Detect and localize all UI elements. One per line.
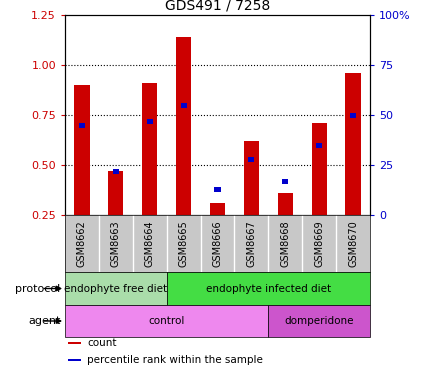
Text: GSM8668: GSM8668 (280, 220, 290, 267)
Text: GSM8670: GSM8670 (348, 220, 358, 267)
Bar (65, 272, 167, 305)
Bar (176, 37, 191, 215)
Bar (282, 179, 288, 183)
Bar (167, 272, 370, 305)
Bar (345, 73, 361, 215)
Bar (180, 102, 187, 108)
Bar (214, 187, 220, 191)
Text: protocol: protocol (15, 284, 61, 294)
Text: count: count (87, 339, 117, 348)
Text: domperidone: domperidone (284, 316, 354, 326)
Bar (248, 157, 254, 161)
Bar (108, 171, 124, 215)
Text: GSM8663: GSM8663 (111, 220, 121, 267)
Text: GSM8662: GSM8662 (77, 220, 87, 267)
Bar (316, 142, 322, 147)
Title: GDS491 / 7258: GDS491 / 7258 (165, 0, 270, 12)
Bar (147, 119, 153, 123)
Text: GSM8669: GSM8669 (314, 220, 324, 267)
Text: endophyte infected diet: endophyte infected diet (206, 284, 331, 294)
Text: control: control (148, 316, 185, 326)
Bar (74, 85, 90, 215)
Bar (79, 123, 85, 127)
Text: GSM8666: GSM8666 (213, 220, 223, 267)
Bar (65, 305, 268, 337)
Text: percentile rank within the sample: percentile rank within the sample (87, 355, 263, 365)
Bar (210, 203, 225, 215)
Text: agent: agent (28, 316, 61, 326)
Bar (350, 112, 356, 117)
Text: GSM8665: GSM8665 (179, 220, 189, 267)
Bar (278, 193, 293, 215)
Bar (244, 141, 259, 215)
Text: GSM8664: GSM8664 (145, 220, 155, 267)
Bar (312, 123, 327, 215)
Text: endophyte free diet: endophyte free diet (64, 284, 167, 294)
Text: GSM8667: GSM8667 (246, 220, 257, 267)
Bar (113, 168, 119, 173)
Bar (268, 305, 370, 337)
Bar (68, 359, 81, 361)
Bar (68, 342, 81, 344)
Bar (142, 83, 158, 215)
